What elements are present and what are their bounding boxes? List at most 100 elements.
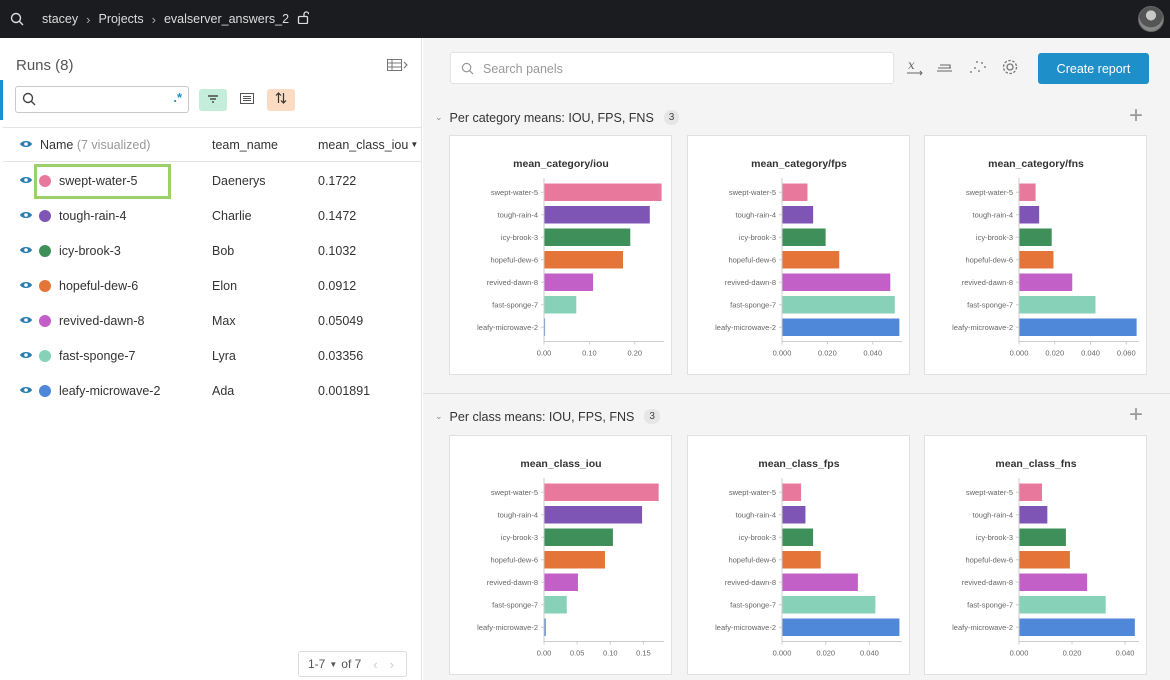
chart-panel[interactable]: mean_category/fns swept-water-5 tough-rain… (924, 135, 1147, 375)
run-color-dot[interactable] (39, 385, 51, 397)
table-row[interactable]: fast-sponge-7 Lyra 0.03356 (3, 339, 422, 374)
bar[interactable] (544, 551, 605, 569)
run-name[interactable]: leafy-microwave-2 (59, 384, 161, 398)
run-color-dot[interactable] (39, 315, 51, 327)
run-name[interactable]: tough-rain-4 (59, 209, 127, 223)
bar[interactable] (544, 251, 624, 269)
x-axis-icon[interactable]: x (905, 58, 925, 81)
smoothing-icon[interactable] (935, 58, 955, 81)
bar[interactable] (1019, 528, 1066, 547)
column-header-name[interactable]: Name (7 visualized) (40, 138, 150, 152)
table-row[interactable]: revived-dawn-8 Max 0.05049 (3, 304, 422, 339)
run-name[interactable]: icy-brook-3 (59, 244, 121, 258)
bar[interactable] (544, 206, 650, 224)
bar[interactable] (782, 318, 900, 337)
run-color-dot[interactable] (39, 350, 51, 362)
bar[interactable] (1019, 483, 1043, 502)
run-name[interactable]: fast-sponge-7 (59, 349, 136, 363)
bar[interactable] (544, 483, 659, 502)
bar[interactable] (544, 296, 577, 314)
runs-search-input[interactable]: .* (15, 86, 189, 113)
table-row[interactable]: tough-rain-4 Charlie 0.1472 (3, 199, 422, 234)
bar[interactable] (544, 618, 546, 637)
column-header-iou[interactable]: mean_class_iou ▼ (318, 138, 418, 152)
bar[interactable] (782, 596, 876, 614)
bar[interactable] (782, 206, 814, 224)
page-range[interactable]: 1-7 (308, 657, 326, 671)
run-color-dot[interactable] (39, 280, 51, 292)
bar[interactable] (544, 228, 631, 247)
section-header-class[interactable]: ⌄ Per class means: IOU, FPS, FNS 3 (435, 409, 660, 424)
avatar[interactable] (1138, 6, 1164, 32)
chevron-down-icon[interactable]: ⌄ (435, 411, 443, 421)
bar[interactable] (782, 296, 895, 314)
chart-panel[interactable]: mean_category/iou swept-water-5 tough-rain… (449, 135, 672, 375)
bar[interactable] (544, 273, 594, 292)
eye-icon[interactable] (19, 138, 33, 152)
eye-icon[interactable] (19, 384, 33, 398)
chart-panel[interactable]: mean_class_fns swept-water-5 tough-rain-4 i… (924, 435, 1147, 675)
add-panel-icon[interactable]: + (1129, 401, 1144, 428)
gear-icon[interactable] (1001, 58, 1019, 81)
eye-icon[interactable] (19, 209, 33, 223)
run-name[interactable]: revived-dawn-8 (59, 314, 145, 328)
bar[interactable] (544, 506, 643, 524)
bar[interactable] (782, 573, 858, 592)
bar[interactable] (1019, 251, 1054, 269)
bar[interactable] (1019, 273, 1073, 292)
add-panel-icon[interactable]: + (1129, 102, 1144, 129)
bar[interactable] (1019, 551, 1070, 569)
unlock-icon[interactable] (297, 11, 310, 27)
bar[interactable] (544, 183, 662, 202)
bar[interactable] (1019, 206, 1040, 224)
bar[interactable] (544, 318, 546, 337)
breadcrumb-user[interactable]: stacey (42, 12, 79, 26)
run-name[interactable]: hopeful-dew-6 (59, 279, 139, 293)
bar[interactable] (782, 618, 900, 637)
table-row[interactable]: leafy-microwave-2 Ada 0.001891 (3, 374, 422, 409)
bar[interactable] (782, 228, 826, 247)
bar[interactable] (782, 528, 814, 547)
bar[interactable] (782, 273, 891, 292)
eye-icon[interactable] (19, 349, 33, 363)
run-color-dot[interactable] (39, 245, 51, 257)
section-header-category[interactable]: ⌄ Per category means: IOU, FPS, FNS 3 (435, 110, 680, 125)
bar[interactable] (782, 506, 806, 524)
bar[interactable] (1019, 506, 1048, 524)
eye-icon[interactable] (19, 174, 33, 188)
group-button[interactable] (233, 89, 261, 111)
expand-table-icon[interactable] (387, 58, 409, 76)
bar[interactable] (1019, 596, 1106, 614)
table-row[interactable]: swept-water-5 Daenerys 0.1722 (3, 164, 422, 199)
bar[interactable] (1019, 296, 1096, 314)
chart-panel[interactable]: mean_category/fps swept-water-5 tough-rain… (687, 135, 910, 375)
eye-icon[interactable] (19, 244, 33, 258)
regex-toggle[interactable]: .* (173, 90, 182, 105)
next-page-icon[interactable]: › (389, 656, 394, 672)
column-header-team[interactable]: team_name (212, 138, 279, 152)
bar[interactable] (544, 596, 567, 614)
chevron-down-icon[interactable]: ⌄ (435, 112, 443, 122)
bar[interactable] (782, 483, 802, 502)
table-row[interactable]: hopeful-dew-6 Elon 0.0912 (3, 269, 422, 304)
run-color-dot[interactable] (39, 175, 51, 187)
prev-page-icon[interactable]: ‹ (373, 656, 378, 672)
panel-search-input[interactable]: Search panels (450, 52, 894, 84)
bar[interactable] (782, 551, 821, 569)
run-name[interactable]: swept-water-5 (59, 174, 138, 188)
breadcrumb-projects[interactable]: Projects (98, 12, 144, 26)
chart-panel[interactable]: mean_class_iou swept-water-5 tough-rain-4 i… (449, 435, 672, 675)
bar[interactable] (544, 573, 578, 592)
breadcrumb-project[interactable]: evalserver_answers_2 (163, 12, 290, 26)
chart-panel[interactable]: mean_class_fps swept-water-5 tough-rain-4 i… (687, 435, 910, 675)
bar[interactable] (1019, 228, 1052, 247)
eye-icon[interactable] (19, 279, 33, 293)
sort-button[interactable] (267, 89, 295, 111)
create-report-button[interactable]: Create report (1038, 53, 1149, 84)
bar[interactable] (1019, 183, 1036, 202)
bar[interactable] (782, 183, 808, 202)
bar[interactable] (782, 251, 840, 269)
bar[interactable] (544, 528, 613, 547)
run-color-dot[interactable] (39, 210, 51, 222)
bar[interactable] (1019, 573, 1088, 592)
